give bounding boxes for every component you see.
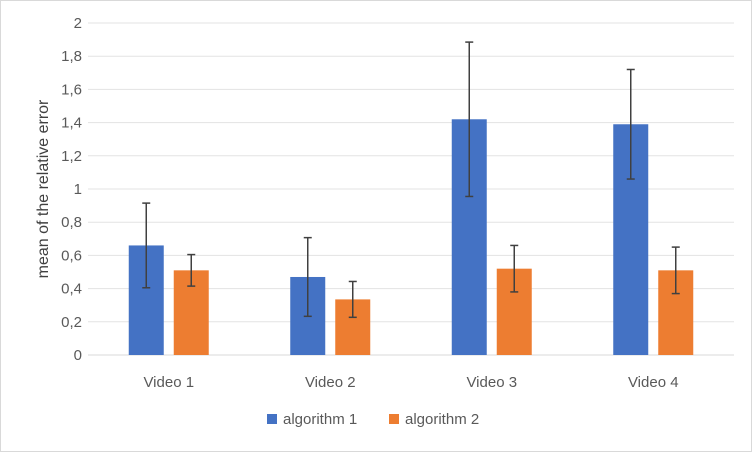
x-tick-label: Video 4 bbox=[628, 374, 679, 391]
x-axis-ticks: Video 1 Video 2 Video 3 Video 4 bbox=[143, 374, 678, 391]
y-tick-label: 0 bbox=[74, 347, 82, 364]
x-tick-label: Video 2 bbox=[305, 374, 356, 391]
legend-swatch-algorithm-1 bbox=[267, 414, 277, 424]
y-tick-label: 1,4 bbox=[61, 115, 82, 132]
x-tick-label: Video 1 bbox=[143, 374, 194, 391]
legend-label-algorithm-1: algorithm 1 bbox=[283, 411, 357, 428]
y-tick-label: 0,6 bbox=[61, 247, 82, 264]
y-tick-label: 0,2 bbox=[61, 314, 82, 331]
y-tick-label: 1,8 bbox=[61, 48, 82, 65]
y-tick-label: 1,2 bbox=[61, 148, 82, 165]
y-tick-label: 1 bbox=[74, 181, 82, 198]
legend-label-algorithm-2: algorithm 2 bbox=[405, 411, 479, 428]
y-tick-label: 2 bbox=[74, 15, 82, 32]
y-tick-label: 0,8 bbox=[61, 214, 82, 231]
error-bars bbox=[142, 41, 680, 319]
x-tick-label: Video 3 bbox=[466, 374, 517, 391]
y-tick-label: 0,4 bbox=[61, 281, 82, 298]
y-axis-title: mean of the relative error bbox=[35, 99, 52, 278]
bars bbox=[128, 119, 694, 355]
y-axis-ticks: 0 0,2 0,4 0,6 0,8 1 1,2 1,4 1,6 1,8 2 bbox=[61, 15, 82, 364]
y-tick-label: 1,6 bbox=[61, 81, 82, 98]
legend-swatch-algorithm-2 bbox=[389, 414, 399, 424]
legend: algorithm 1 algorithm 2 bbox=[267, 411, 479, 428]
